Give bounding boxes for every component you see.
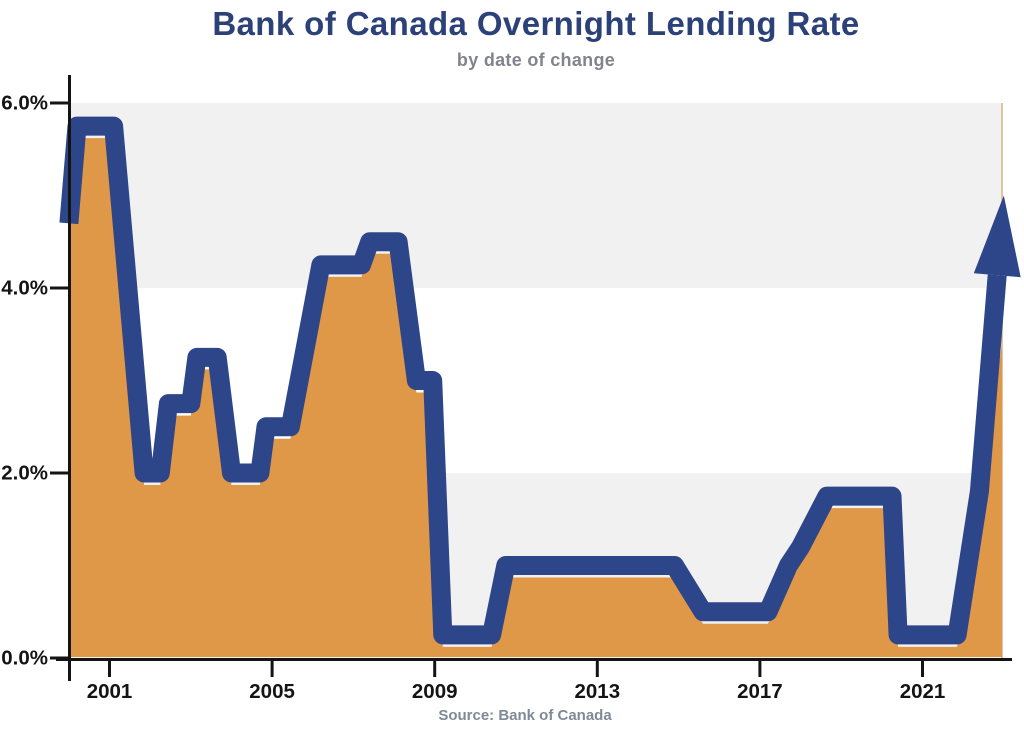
rate-line xyxy=(59,116,1007,645)
y-tick-label: 0.0% xyxy=(1,647,48,670)
x-tick-label: 2021 xyxy=(900,680,946,703)
y-tick-label: 2.0% xyxy=(1,462,48,485)
x-tick-label: 2005 xyxy=(249,680,295,703)
x-tick-label: 2001 xyxy=(87,680,133,703)
y-tick-label: 4.0% xyxy=(1,277,48,300)
plot-band xyxy=(70,103,1002,288)
y-tick-label: 6.0% xyxy=(1,92,48,115)
x-tick-label: 2009 xyxy=(412,680,458,703)
x-tick-label: 2013 xyxy=(574,680,620,703)
source-note: Source: Bank of Canada xyxy=(438,707,612,724)
chart-title: Bank of Canada Overnight Lending Rate xyxy=(212,5,860,42)
rate-trend-arrowhead-icon xyxy=(973,195,1021,278)
x-tick-label: 2017 xyxy=(737,680,783,703)
chart-subtitle: by date of change xyxy=(456,50,616,70)
rate-area-fill xyxy=(68,138,1002,658)
